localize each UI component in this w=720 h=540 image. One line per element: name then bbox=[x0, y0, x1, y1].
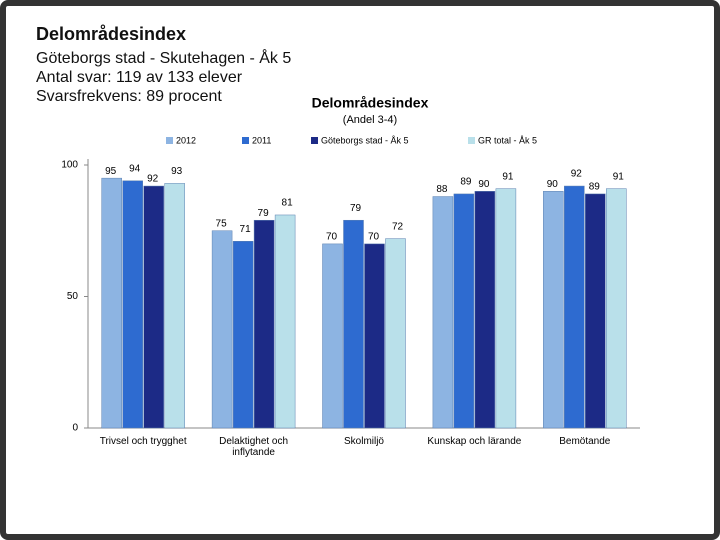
legend-swatch bbox=[311, 137, 318, 144]
bar bbox=[343, 219, 364, 429]
data-label: 94 bbox=[129, 163, 141, 174]
y-tick-label: 50 bbox=[67, 291, 79, 302]
data-label: 90 bbox=[547, 179, 559, 190]
x-tick-label: Bemötande bbox=[559, 436, 611, 447]
data-label: 90 bbox=[478, 179, 490, 190]
slide-title: Delområdesindex bbox=[36, 24, 187, 44]
x-tick-label: Trivsel och trygghet bbox=[99, 436, 187, 447]
bar bbox=[143, 185, 164, 429]
bar bbox=[322, 243, 343, 429]
data-label: 93 bbox=[171, 166, 183, 177]
data-label: 70 bbox=[368, 232, 380, 243]
bar bbox=[564, 185, 585, 429]
bar bbox=[453, 193, 475, 429]
bar bbox=[211, 230, 233, 429]
info-line: Antal svar: 119 av 133 elever bbox=[36, 69, 243, 86]
data-label: 91 bbox=[613, 171, 625, 182]
data-label: 75 bbox=[216, 218, 228, 229]
chart-subtitle: (Andel 3-4) bbox=[343, 114, 397, 126]
bar bbox=[585, 193, 606, 429]
bar bbox=[122, 180, 143, 429]
chart: Delområdesindex (Andel 3-4) 0 50 100 2012 20… bbox=[61, 95, 640, 434]
data-label: 91 bbox=[502, 171, 514, 182]
bar bbox=[432, 196, 454, 429]
data-label: 89 bbox=[460, 177, 472, 188]
data-label: 71 bbox=[240, 224, 252, 235]
y-tick-label: 100 bbox=[61, 160, 78, 171]
bar bbox=[364, 243, 385, 429]
x-tick-label: Delaktighet och inflytande bbox=[219, 436, 289, 458]
data-label: 88 bbox=[436, 184, 448, 195]
legend-label: 2011 bbox=[252, 135, 271, 145]
chart-title: Delområdesindex bbox=[312, 95, 429, 111]
y-tick-label: 0 bbox=[72, 423, 78, 434]
legend-label: Göteborgs stad - Åk 5 bbox=[321, 135, 409, 145]
bar bbox=[606, 188, 627, 429]
data-label: 70 bbox=[326, 232, 338, 243]
data-label: 92 bbox=[147, 174, 159, 185]
legend-swatch bbox=[166, 137, 173, 144]
legend-label: 2012 bbox=[176, 135, 196, 145]
bar bbox=[232, 241, 254, 429]
bar bbox=[543, 191, 564, 429]
bar bbox=[474, 191, 496, 429]
bar bbox=[253, 219, 275, 429]
legend-swatch bbox=[242, 137, 249, 144]
bar bbox=[101, 177, 122, 429]
legend-label: GR total - Åk 5 bbox=[478, 135, 537, 145]
data-label: 89 bbox=[589, 182, 601, 193]
info-line: Svarsfrekvens: 89 procent bbox=[36, 88, 222, 105]
data-label: 95 bbox=[105, 166, 117, 177]
data-label: 79 bbox=[350, 203, 362, 214]
data-label: 72 bbox=[392, 221, 404, 232]
x-tick-label: Kunskap och lärande bbox=[427, 436, 522, 447]
data-label: 79 bbox=[258, 208, 270, 219]
data-label: 92 bbox=[571, 169, 583, 180]
bar bbox=[164, 183, 185, 429]
info-line: Göteborgs stad - Skutehagen - Åk 5 bbox=[36, 50, 292, 67]
bar bbox=[495, 188, 517, 429]
bar bbox=[274, 214, 296, 429]
bar bbox=[385, 238, 406, 429]
legend-swatch bbox=[468, 137, 475, 144]
data-label: 81 bbox=[282, 198, 294, 209]
x-tick-label: Skolmiljö bbox=[343, 436, 384, 447]
